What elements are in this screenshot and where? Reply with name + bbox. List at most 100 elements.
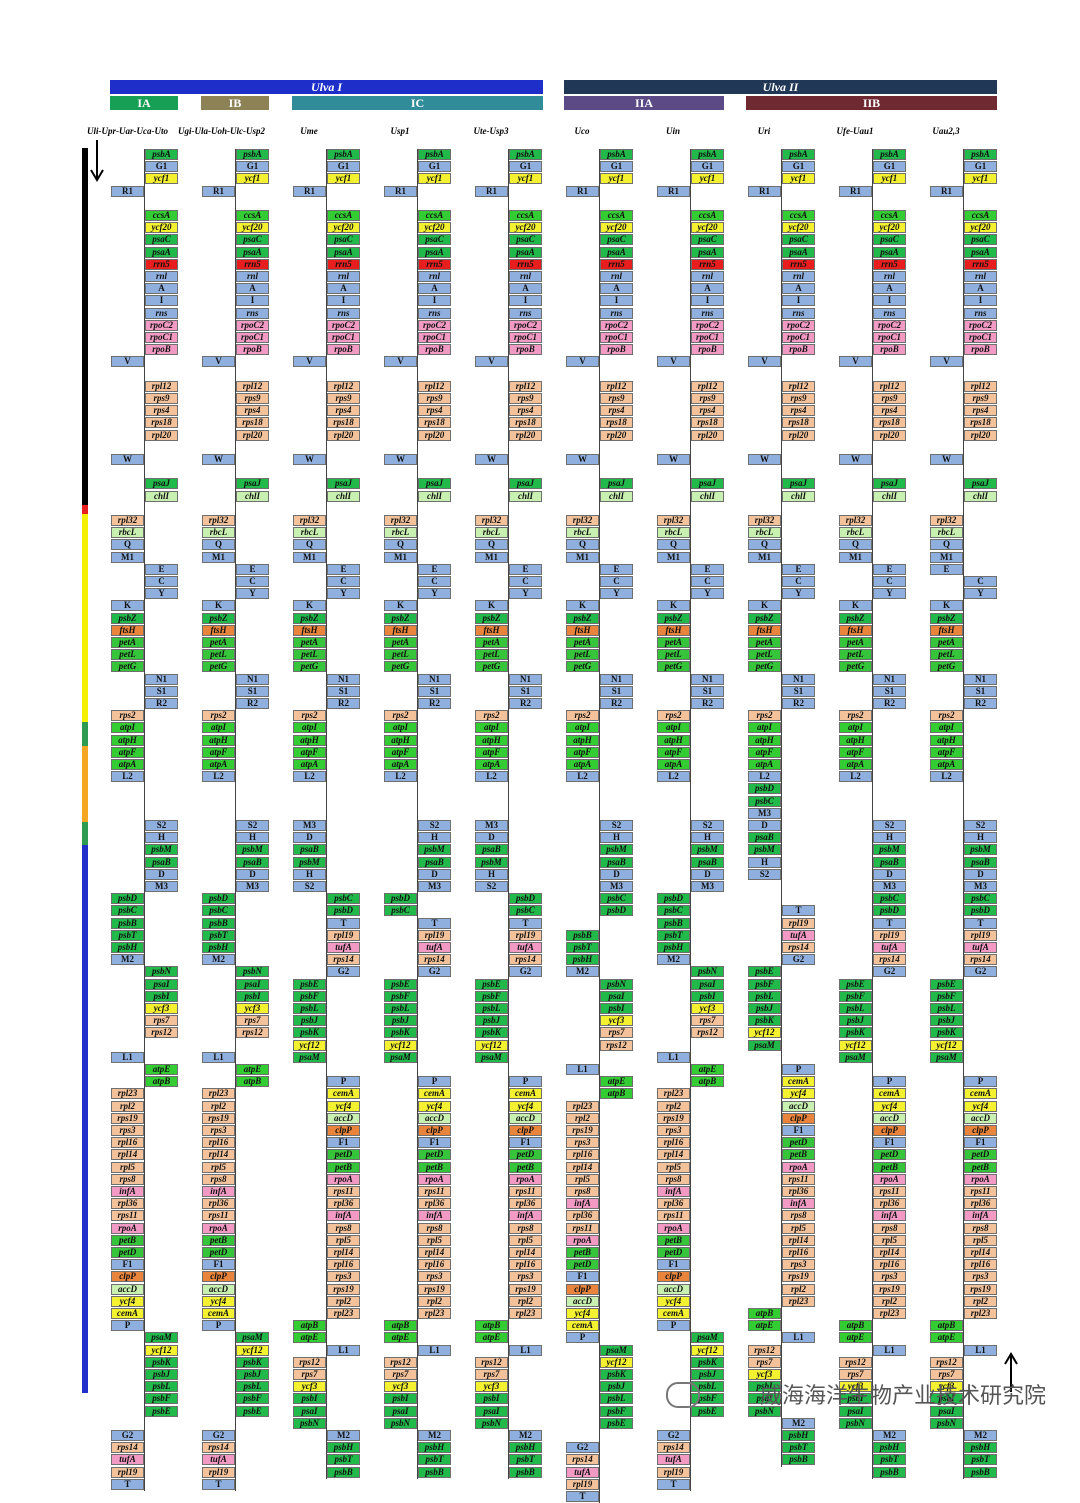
gene-box: rpl36 xyxy=(657,1198,690,1210)
gene-box: atpB xyxy=(839,1320,872,1332)
gene-box: psbA xyxy=(145,149,178,160)
gene-box: psbF xyxy=(145,1393,178,1405)
trna-gene: L1 xyxy=(873,1344,906,1356)
gene-box: psbE xyxy=(748,966,781,978)
gene-box: rps9 xyxy=(236,393,269,404)
gene-box: rpl12 xyxy=(418,380,451,392)
gene-box: ycf3 xyxy=(930,1381,963,1393)
gene-box: psbL xyxy=(839,1003,872,1014)
gene-box: ycf3 xyxy=(145,1003,178,1014)
gene-box: psaC xyxy=(691,234,724,246)
trna-gene: E xyxy=(145,563,178,575)
gene-box: rpl12 xyxy=(509,380,542,392)
trna-gene: R2 xyxy=(782,698,815,709)
gene-box: psbA xyxy=(691,149,724,160)
genome-axis xyxy=(872,149,873,1479)
gene-box: rps7 xyxy=(600,1027,633,1039)
trna-gene: T xyxy=(202,1478,235,1490)
gene-box: rps3 xyxy=(327,1271,360,1283)
gene-box: rrn5 xyxy=(145,258,178,270)
gene-box: rps14 xyxy=(111,1442,144,1454)
gene-box: cemA xyxy=(327,1088,360,1100)
trna-gene: F1 xyxy=(509,1137,542,1149)
trna-gene: D xyxy=(748,820,781,831)
gene-box: rpl14 xyxy=(782,1234,815,1246)
trna-gene: H xyxy=(873,832,906,844)
gene-box: rpl16 xyxy=(202,1137,235,1149)
trna-gene: G2 xyxy=(202,1430,235,1441)
gene-box: psaC xyxy=(509,234,542,246)
gene-box: rpl2 xyxy=(327,1295,360,1307)
gene-box: psbB xyxy=(964,1466,997,1478)
trna-gene: M1 xyxy=(111,551,144,563)
trna-gene: W xyxy=(930,454,963,465)
trna-gene: M3 xyxy=(600,881,633,892)
gene-box: psbK xyxy=(236,1356,269,1368)
gene-box: psaA xyxy=(145,246,178,258)
gene-box: accD xyxy=(657,1283,690,1295)
trna-gene: H xyxy=(964,832,997,844)
trna-gene: Q xyxy=(839,539,872,551)
gene-box: clpP xyxy=(111,1271,144,1283)
gene-box: petB xyxy=(327,1161,360,1173)
trna-gene: V xyxy=(657,356,690,368)
gene-box: ccsA xyxy=(145,210,178,221)
gene-box: rpoC2 xyxy=(691,319,724,331)
gene-box: psbE xyxy=(600,1417,633,1429)
gene-box: rbcL xyxy=(657,527,690,539)
gene-box: infA xyxy=(782,1198,815,1210)
gene-box: psaA xyxy=(418,246,451,258)
trna-gene: R1 xyxy=(202,185,235,197)
trna-gene: Y xyxy=(873,588,906,600)
trna-gene: E xyxy=(509,563,542,575)
genome-segment xyxy=(82,746,88,822)
gene-box: psbB xyxy=(782,1454,815,1466)
gene-box: rpl12 xyxy=(691,380,724,392)
gene-box: rpoC2 xyxy=(782,319,815,331)
gene-box: rps9 xyxy=(964,393,997,404)
gene-box: ycf12 xyxy=(293,1039,326,1051)
gene-box: psbN xyxy=(293,1417,326,1429)
trna-gene: T xyxy=(964,917,997,929)
gene-box: rpl23 xyxy=(566,1100,599,1112)
gene-box: psaI xyxy=(930,1405,963,1417)
gene-box: rps19 xyxy=(202,1112,235,1124)
gene-box: ycf12 xyxy=(600,1356,633,1368)
gene-box: rps9 xyxy=(691,393,724,404)
trna-gene: M2 xyxy=(873,1430,906,1441)
gene-box: chlI xyxy=(327,490,360,502)
trna-gene: G1 xyxy=(327,161,360,173)
gene-box: ycf12 xyxy=(475,1039,508,1051)
genome-axis xyxy=(235,149,236,1491)
gene-box: rps18 xyxy=(600,417,633,429)
gene-box: rpl12 xyxy=(236,380,269,392)
gene-box: rpl12 xyxy=(782,380,815,392)
gene-box: atpH xyxy=(839,734,872,746)
gene-box: psbT xyxy=(111,929,144,941)
trna-gene: Y xyxy=(964,588,997,600)
species-label: Uau2,3 xyxy=(932,126,960,136)
genome-segment xyxy=(82,845,88,1393)
gene-box: rps12 xyxy=(384,1356,417,1368)
gene-box: rps9 xyxy=(418,393,451,404)
trna-gene: E xyxy=(600,563,633,575)
trna-gene: G2 xyxy=(782,954,815,966)
gene-box: psaJ xyxy=(873,478,906,490)
gene-box: rps14 xyxy=(782,942,815,953)
gene-box: cemA xyxy=(418,1088,451,1100)
trna-gene: S1 xyxy=(964,685,997,697)
gene-box: rpoC1 xyxy=(782,332,815,343)
gene-box: rpoA xyxy=(782,1161,815,1173)
trna-gene: S1 xyxy=(509,685,542,697)
gene-box: rpoC2 xyxy=(600,319,633,331)
trna-gene: E xyxy=(418,563,451,575)
subgroup-ib: IB xyxy=(201,96,269,110)
gene-box: psaI xyxy=(293,1405,326,1417)
gene-box: petD xyxy=(566,1259,599,1271)
trna-gene: G1 xyxy=(236,161,269,173)
gene-box: rbcL xyxy=(111,527,144,539)
trna-gene: M1 xyxy=(930,551,963,563)
gene-box: rpl32 xyxy=(293,515,326,526)
gene-box: atpA xyxy=(111,759,144,770)
gene-box: rpl36 xyxy=(873,1198,906,1210)
